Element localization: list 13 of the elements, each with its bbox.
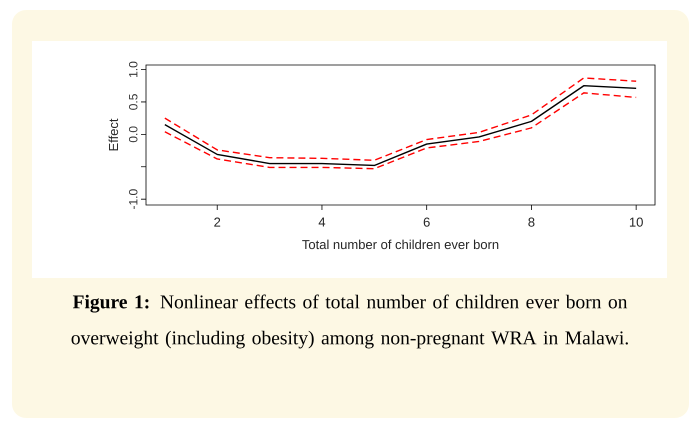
x-axis-title: Total number of children ever born	[302, 240, 498, 250]
x-tick-label: 8	[528, 218, 534, 227]
y-axis-title: Effect	[108, 118, 118, 150]
y-tick-label: 0.0	[128, 126, 138, 142]
x-tick-label: 2	[214, 218, 220, 227]
x-tick-label: 10	[630, 218, 643, 227]
x-tick-label: 4	[318, 218, 326, 226]
line-series	[164, 77, 637, 161]
y-tick-label: 0.5	[128, 94, 138, 110]
y-tick-label: 1.0	[128, 62, 138, 77]
x-tick-label: 6	[424, 218, 430, 227]
text: Figure 1: Nonlinear effects of total number of children ever born on overweight (including obesity) among non-pregnant WRA in Malawi.	[72, 294, 628, 348]
y-tick-label: -1.0	[128, 189, 138, 209]
